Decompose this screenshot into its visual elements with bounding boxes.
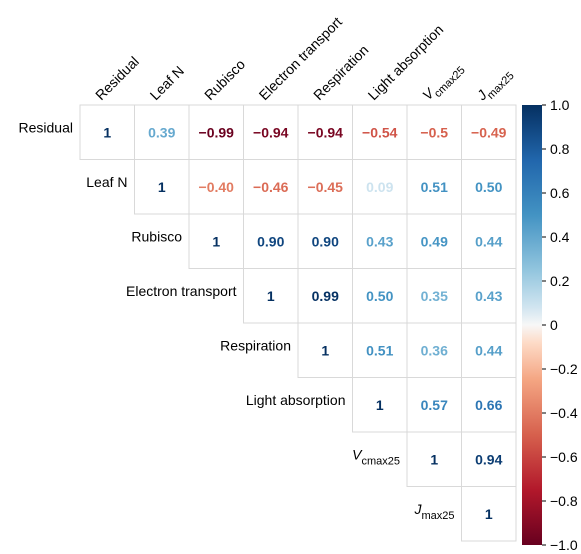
- cell-value-label: 0.99: [312, 288, 339, 304]
- colorbar-tick-label: −1.0: [550, 537, 578, 553]
- heatmap-cell: [297, 268, 353, 324]
- heatmap-cell: [352, 322, 408, 378]
- heatmap-cell: [352, 104, 408, 160]
- cell-value-label: 0.51: [366, 342, 393, 358]
- cell-value-label: 0.44: [475, 342, 502, 358]
- cell-value-label: 1: [212, 233, 220, 249]
- colorbar-tick-label: −0.6: [550, 449, 578, 465]
- cell-value-label: −0.99: [199, 124, 235, 140]
- row-label-light-absorption: Light absorption: [246, 392, 346, 408]
- row-labels: Residual Leaf N Rubisco Electron transport R…: [19, 119, 455, 522]
- colorbar-tick-label: 0.2: [550, 273, 570, 289]
- cell-value-label: 1: [158, 179, 166, 195]
- heatmap-cell: [352, 213, 408, 269]
- cell-value-label: 0.49: [421, 233, 448, 249]
- heatmap-cell: [461, 268, 517, 324]
- cell-value-label: 0.57: [421, 397, 448, 413]
- heatmap-cell: [188, 104, 244, 160]
- column-label-jmax25: Jmax25: [473, 64, 517, 108]
- colorbar-tick-label: −0.8: [550, 493, 578, 509]
- heatmap-cell: [461, 377, 517, 433]
- row-label-electron-transport: Electron transport: [126, 283, 237, 299]
- cell-value-label: 1: [267, 288, 275, 304]
- heatmap-cell: [134, 104, 190, 160]
- cell-value-label: −0.49: [471, 124, 507, 140]
- cell-value-label: 0.50: [366, 288, 393, 304]
- cell-value-label: −0.54: [362, 124, 398, 140]
- cell-value-label: 1: [376, 397, 384, 413]
- cell-value-label: 0.39: [148, 124, 175, 140]
- cell-value-label: 0.43: [366, 233, 393, 249]
- row-label-leaf-n: Leaf N: [86, 174, 127, 190]
- colorbar-gradient: [522, 105, 542, 545]
- heatmap-cell: [188, 159, 244, 215]
- cell-value-label: −0.94: [308, 124, 344, 140]
- row-label-jmax25: Jmax25: [413, 501, 454, 522]
- heatmap-cell: [243, 268, 299, 324]
- heatmap-cell: [79, 104, 135, 160]
- cell-value-label: 0.35: [421, 288, 448, 304]
- heatmap-grid: 1 0.39 −0.99 −0.94 −0.94 −0.54 −0.5 −0.49 1 −0.40…: [79, 104, 517, 542]
- cell-value-label: 1: [103, 124, 111, 140]
- row-label-respiration: Respiration: [220, 337, 291, 353]
- cell-value-label: −0.5: [420, 124, 448, 140]
- cell-value-label: 0.44: [475, 233, 502, 249]
- row-label-rubisco: Rubisco: [131, 228, 182, 244]
- colorbar-tick-label: 0.6: [550, 185, 570, 201]
- heatmap-cell: [352, 377, 408, 433]
- colorbar-tick-label: −0.2: [550, 361, 578, 377]
- heatmap-cell: [406, 213, 462, 269]
- column-label-residual: Residual: [92, 53, 142, 103]
- column-label-respiration: Respiration: [310, 42, 371, 103]
- cell-value-label: −0.45: [308, 179, 344, 195]
- heatmap-cell: [406, 431, 462, 487]
- heatmap-cell: [297, 159, 353, 215]
- heatmap-cell: [134, 159, 190, 215]
- colorbar-tick-label: 1.0: [550, 97, 570, 113]
- heatmap-cell: [406, 322, 462, 378]
- cell-value-label: 0.09: [366, 179, 393, 195]
- heatmap-cell: [297, 213, 353, 269]
- column-label-leaf-n: Leaf N: [147, 63, 187, 103]
- cell-value-label: 0.51: [421, 179, 448, 195]
- cell-value-label: 0.43: [475, 288, 502, 304]
- colorbar-tick-label: 0.8: [550, 141, 570, 157]
- cell-value-label: 0.94: [475, 451, 502, 467]
- colorbar-tick-label: 0: [550, 317, 558, 333]
- heatmap-cell: [243, 213, 299, 269]
- cell-value-label: −0.40: [199, 179, 235, 195]
- heatmap-cell: [406, 159, 462, 215]
- cell-value-label: −0.94: [253, 124, 289, 140]
- cell-value-label: 0.50: [475, 179, 502, 195]
- cell-value-label: 1: [430, 451, 438, 467]
- column-label-vcmax25: Vcmax25: [419, 58, 468, 107]
- colorbar: 1.0 0.8 0.6 0.4 0.2 0 −0.2 −0.4 −0.6 −0.8 −1.0: [522, 97, 578, 553]
- cell-value-label: 1: [321, 342, 329, 358]
- heatmap-cell: [461, 213, 517, 269]
- cell-value-label: 1: [485, 506, 493, 522]
- heatmap-cell: [188, 213, 244, 269]
- colorbar-tick-label: 0.4: [550, 229, 570, 245]
- column-label-rubisco: Rubisco: [201, 56, 248, 103]
- cell-value-label: 0.36: [421, 342, 448, 358]
- cell-value-label: 0.66: [475, 397, 502, 413]
- column-labels: Residual Leaf N Rubisco Electron transportR…: [92, 14, 517, 108]
- cell-value-label: 0.90: [312, 233, 339, 249]
- heatmap-cell: [461, 486, 517, 542]
- cell-value-label: 0.90: [257, 233, 284, 249]
- row-label-residual: Residual: [19, 119, 73, 135]
- heatmap-cell: [461, 104, 517, 160]
- row-label-vcmax25: Vcmax25: [352, 446, 400, 467]
- cell-value-label: −0.46: [253, 179, 289, 195]
- heatmap-cell: [461, 322, 517, 378]
- colorbar-tick-label: −0.4: [550, 405, 578, 421]
- heatmap-cell: [297, 322, 353, 378]
- heatmap-cell: [406, 268, 462, 324]
